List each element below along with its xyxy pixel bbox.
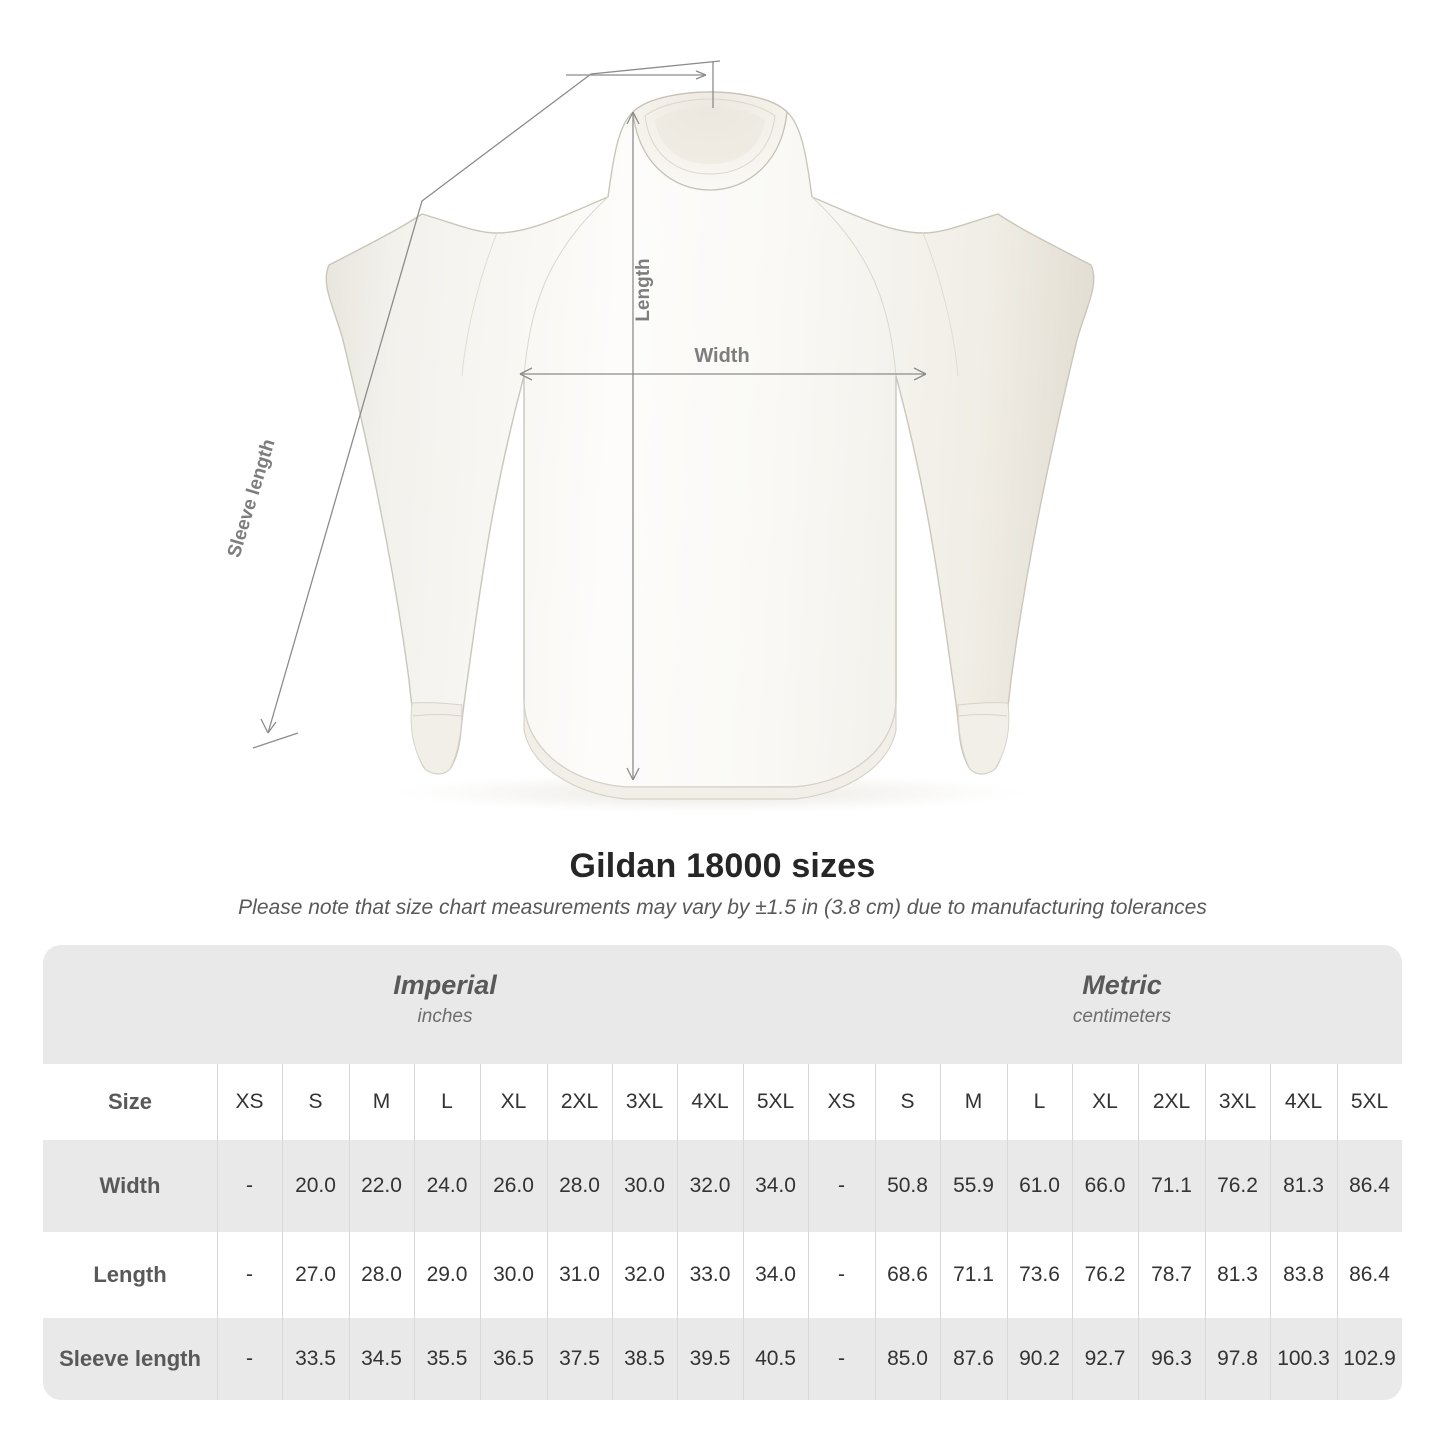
- svg-text:Width: Width: [694, 345, 749, 367]
- svg-text:Sleeve length: Sleeve length: [224, 437, 280, 560]
- svg-text:Length: Length: [633, 258, 654, 321]
